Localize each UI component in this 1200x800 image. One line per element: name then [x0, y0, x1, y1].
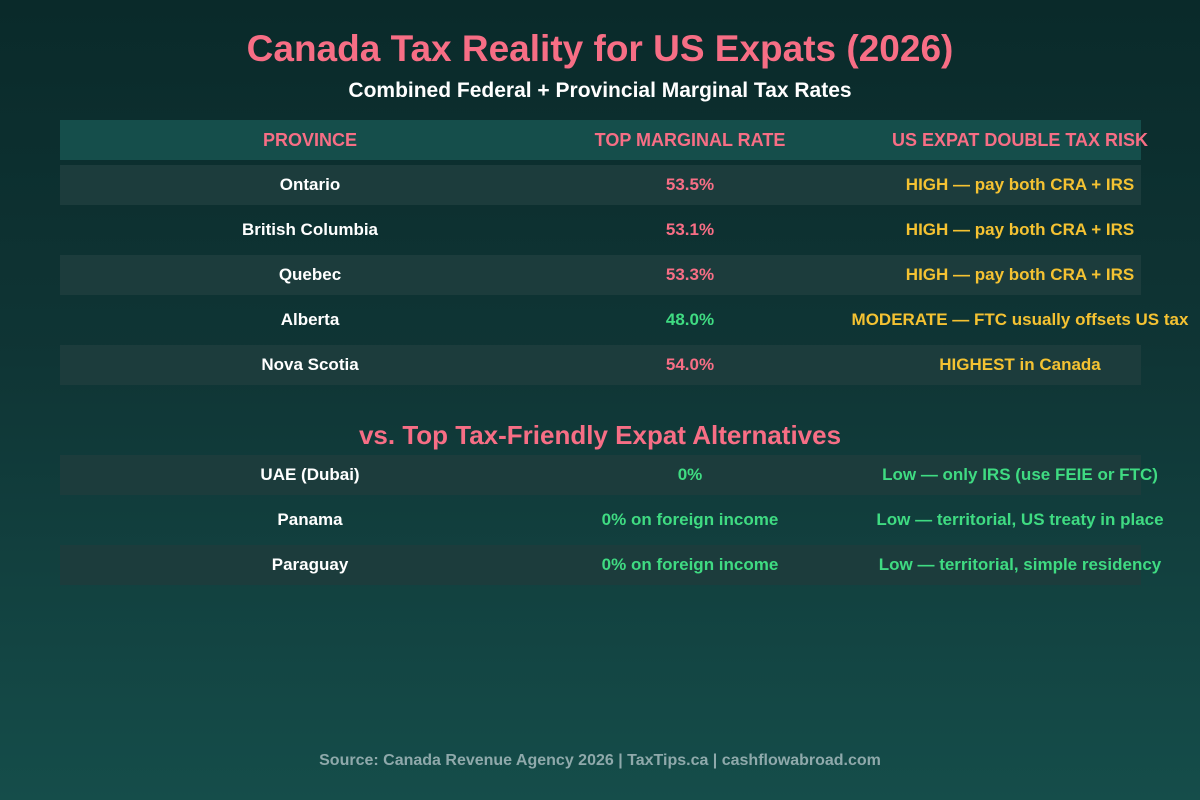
- risk-cell: Low — territorial, US treaty in place: [876, 510, 1164, 529]
- table-row: Quebec 53.3% HIGH — pay both CRA + IRS: [60, 255, 1141, 295]
- rate-cell: 0% on foreign income: [601, 555, 779, 574]
- source-note: Source: Canada Revenue Agency 2026 | Tax…: [319, 752, 881, 769]
- table-header: PROVINCE TOP MARGINAL RATE US EXPAT DOUB…: [60, 120, 1148, 160]
- rate-cell: 53.3%: [665, 265, 715, 284]
- risk-cell: Low — territorial, simple residency: [878, 555, 1162, 574]
- province-cell: British Columbia: [241, 220, 379, 239]
- table-row: Nova Scotia 54.0% HIGHEST in Canada: [60, 345, 1141, 385]
- header-province: PROVINCE: [262, 130, 358, 150]
- risk-cell: HIGHEST in Canada: [939, 355, 1101, 374]
- table-row: Panama 0% on foreign income Low — territor…: [60, 500, 1163, 540]
- page-title: Canada Tax Reality for US Expats (2026): [246, 28, 954, 69]
- province-cell: Nova Scotia: [261, 355, 359, 374]
- risk-cell: Low — only IRS (use FEIE or FTC): [882, 465, 1158, 484]
- province-cell: Paraguay: [271, 555, 349, 574]
- header-rate: TOP MARGINAL RATE: [594, 130, 786, 150]
- rate-cell: 48.0%: [665, 310, 715, 329]
- risk-cell: HIGH — pay both CRA + IRS: [905, 220, 1135, 239]
- alternatives-title: vs. Top Tax-Friendly Expat Alternatives: [358, 420, 842, 450]
- risk-cell: HIGH — pay both CRA + IRS: [905, 265, 1135, 284]
- table-row: Alberta 48.0% MODERATE — FTC usually offse…: [60, 300, 1189, 340]
- header-risk: US EXPAT DOUBLE TAX RISK: [891, 130, 1149, 150]
- province-cell: UAE (Dubai): [260, 465, 360, 484]
- table-row: UAE (Dubai) 0% Low — only IRS (use FEIE or…: [60, 455, 1158, 495]
- rate-cell: 0% on foreign income: [601, 510, 779, 529]
- table-row: Ontario 53.5% HIGH — pay both CRA + IRS: [60, 165, 1141, 205]
- province-cell: Ontario: [279, 175, 341, 194]
- rate-cell: 54.0%: [665, 355, 715, 374]
- risk-cell: MODERATE — FTC usually offsets US tax: [851, 310, 1189, 329]
- table-row: British Columbia 53.1% HIGH — pay both CRA…: [60, 210, 1141, 250]
- rate-cell: 53.5%: [665, 175, 715, 194]
- page-subtitle: Combined Federal + Provincial Marginal T…: [348, 79, 852, 102]
- province-cell: Alberta: [280, 310, 340, 329]
- rate-cell: 0%: [677, 465, 703, 484]
- province-cell: Quebec: [278, 265, 342, 284]
- rate-cell: 53.1%: [665, 220, 715, 239]
- risk-cell: HIGH — pay both CRA + IRS: [905, 175, 1135, 194]
- table-row: Paraguay 0% on foreign income Low — territ…: [60, 545, 1161, 585]
- province-cell: Panama: [277, 510, 343, 529]
